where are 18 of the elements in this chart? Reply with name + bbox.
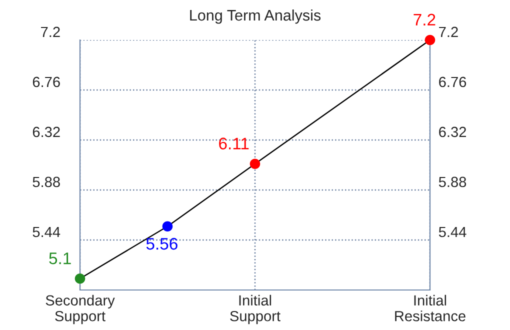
y-tick-label: 6.76 bbox=[32, 76, 60, 88]
y-tick-label: 5.88 bbox=[32, 176, 60, 188]
data-label: 5.56 bbox=[146, 238, 178, 250]
y-tick-label: 5.44 bbox=[32, 226, 60, 238]
x-tick-label: Secondary Support bbox=[46, 294, 115, 324]
y-tick-label: 6.32 bbox=[32, 126, 60, 138]
data-label: 7.2 bbox=[414, 14, 436, 26]
x-tick-label: Initial Resistance bbox=[395, 294, 466, 322]
y2-tick-label: 6.76 bbox=[439, 76, 466, 88]
data-label: 6.11 bbox=[219, 138, 249, 150]
y2-tick-label: 5.88 bbox=[438, 176, 466, 188]
data-label: 5.1 bbox=[49, 252, 71, 264]
y2-tick-label: 6.32 bbox=[439, 126, 466, 138]
x-tick-label: Initial Support bbox=[230, 294, 280, 324]
y-tick-label: 7.2 bbox=[41, 26, 60, 37]
chart-title: Long Term Analysis bbox=[190, 9, 321, 24]
y2-tick-label: 5.44 bbox=[438, 226, 466, 238]
y2-tick-label: 7.2 bbox=[439, 26, 458, 37]
